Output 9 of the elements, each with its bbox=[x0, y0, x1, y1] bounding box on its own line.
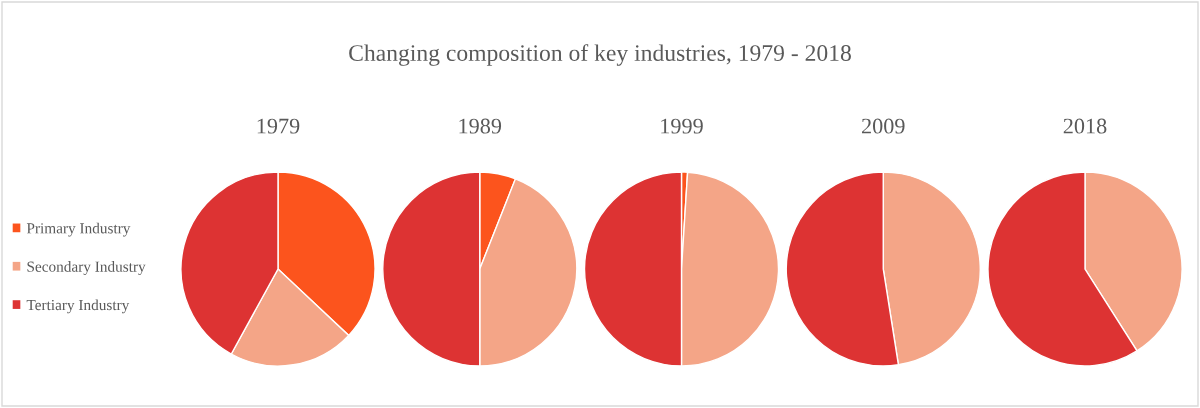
legend-label: Primary Industry bbox=[26, 222, 131, 237]
slice-label: 2018 bbox=[1063, 118, 1107, 134]
legend-label: Secondary Industry bbox=[27, 261, 146, 275]
slice-label: 1989 bbox=[459, 118, 502, 134]
slice-label: 1979 bbox=[257, 118, 300, 134]
slice-label: 2009 bbox=[862, 118, 905, 134]
chart-title: Changing composition of key industries, 1979 - 2018 bbox=[349, 44, 851, 66]
slice-label: 1999 bbox=[661, 118, 703, 134]
legend-label: Tertiary Industry bbox=[26, 299, 130, 314]
